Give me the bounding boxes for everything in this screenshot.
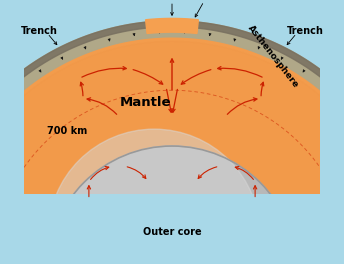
Circle shape <box>0 41 344 264</box>
Text: Mantle: Mantle <box>120 96 172 109</box>
Text: 700 km: 700 km <box>47 126 88 136</box>
Circle shape <box>103 202 241 264</box>
Circle shape <box>48 129 260 264</box>
Text: Asthenosphere: Asthenosphere <box>246 24 300 90</box>
Text: Trench: Trench <box>21 26 57 36</box>
Circle shape <box>47 146 297 264</box>
Circle shape <box>107 201 218 264</box>
Polygon shape <box>0 21 344 250</box>
Circle shape <box>0 26 344 264</box>
Polygon shape <box>0 21 344 249</box>
Text: Trench: Trench <box>287 26 323 36</box>
Circle shape <box>0 21 344 264</box>
Text: Outer core: Outer core <box>143 227 201 237</box>
Polygon shape <box>146 18 198 34</box>
